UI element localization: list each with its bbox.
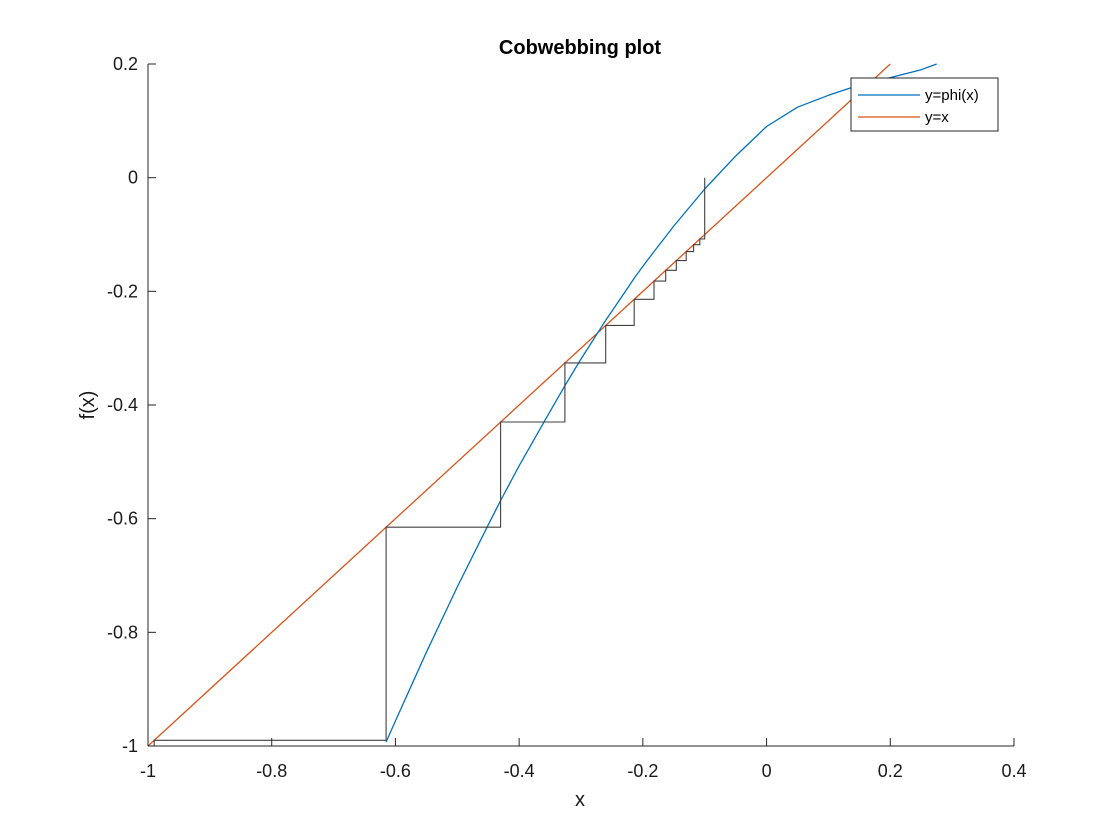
y-tick-label: -0.6 bbox=[107, 509, 138, 529]
series-line-identity bbox=[148, 63, 891, 746]
y-tick-label: -0.2 bbox=[107, 281, 138, 301]
x-ticks: -1 -0.8 -0.6 -0.4 -0.2 0 0.2 0.4 bbox=[140, 738, 1027, 781]
cobweb-path bbox=[153, 177, 706, 746]
y-axis-label: f(x) bbox=[77, 391, 99, 420]
series-line-phi bbox=[385, 63, 937, 743]
plot-lines bbox=[148, 63, 937, 746]
x-axis-label: x bbox=[575, 789, 585, 811]
y-tick-label: 0 bbox=[128, 168, 138, 188]
x-tick-label: -0.4 bbox=[504, 761, 535, 781]
x-tick-label: 0 bbox=[762, 761, 772, 781]
y-tick-label: -1 bbox=[122, 736, 138, 756]
legend-box bbox=[850, 77, 999, 132]
chart-title: Cobwebbing plot bbox=[499, 37, 662, 59]
legend: y=phi(x) y=x bbox=[850, 77, 999, 132]
axes bbox=[147, 64, 1014, 747]
y-tick-label: -0.4 bbox=[107, 395, 138, 415]
legend-entry-identity: y=x bbox=[925, 109, 949, 126]
x-tick-label: 0.2 bbox=[878, 761, 903, 781]
x-tick-label: -1 bbox=[140, 761, 156, 781]
y-tick-label: -0.8 bbox=[107, 622, 138, 642]
legend-entry-phi: y=phi(x) bbox=[925, 87, 979, 104]
x-tick-label: 0.4 bbox=[1001, 761, 1026, 781]
x-tick-label: -0.2 bbox=[627, 761, 658, 781]
x-tick-label: -0.6 bbox=[380, 761, 411, 781]
y-ticks: -1 -0.8 -0.6 -0.4 -0.2 0 0.2 bbox=[107, 54, 156, 756]
y-tick-label: 0.2 bbox=[113, 54, 138, 74]
x-tick-label: -0.8 bbox=[256, 761, 287, 781]
